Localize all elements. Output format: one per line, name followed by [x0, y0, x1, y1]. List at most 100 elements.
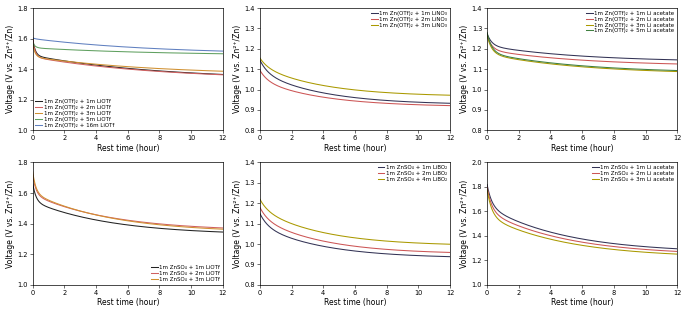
- 1m Zn(OTf)₂ + 3m LiOTf: [131, 65, 139, 69]
- 1m ZnSO₄ + 2m LiBO₂: [441, 250, 449, 254]
- 1m ZnSO₄ + 1m LiBO₂: [369, 251, 377, 255]
- 1m ZnSO₄ + 2m LiBO₂: [369, 246, 377, 250]
- 1m Zn(OTf)₂ + 2m LiNO₃: [369, 100, 377, 104]
- 1m Zn(OTf)₂ + 3m LiNO₃: [412, 92, 420, 96]
- 1m ZnSO₄ + 1m Li acetate: [668, 247, 677, 250]
- 1m Zn(OTf)₂ + 1m Li acetate: [573, 54, 581, 58]
- X-axis label: Rest time (hour): Rest time (hour): [324, 144, 386, 153]
- 1m Zn(OTf)₂ + 1m LiOTf: [218, 73, 227, 76]
- 1m ZnSO₄ + 1m LiBO₂: [359, 250, 367, 254]
- Y-axis label: Voltage (V vs. Zn²⁺/Zn): Voltage (V vs. Zn²⁺/Zn): [233, 180, 242, 268]
- 1m ZnSO₄ + 1m LiOTf: [214, 230, 223, 234]
- 1m Zn(OTf)₂ + 3m Li acetate: [574, 65, 583, 69]
- 1m Zn(OTf)₂ + 3m LiNO₃: [446, 93, 454, 97]
- Legend: 1m Zn(OTf)₂ + 1m LiNO₃, 1m Zn(OTf)₂ + 2m LiNO₃, 1m Zn(OTf)₂ + 3m LiNO₃: 1m Zn(OTf)₂ + 1m LiNO₃, 1m Zn(OTf)₂ + 2m…: [370, 10, 449, 28]
- 1m ZnSO₄ + 3m Li acetate: [574, 243, 583, 247]
- 1m Zn(OTf)₂ + 2m LiOTf: [120, 67, 128, 71]
- Legend: 1m ZnSO₄ + 1m LiBO₂, 1m ZnSO₄ + 2m LiBO₂, 1m ZnSO₄ + 4m LiBO₂: 1m ZnSO₄ + 1m LiBO₂, 1m ZnSO₄ + 2m LiBO₂…: [376, 164, 449, 183]
- 1m Zn(OTf)₂ + 2m LiOTf: [218, 73, 227, 77]
- 1m Zn(OTf)₂ + 5m LiOTf: [214, 52, 223, 56]
- 1m ZnSO₄ + 2m LiOTf: [214, 226, 223, 230]
- 1m Zn(OTf)₂ + 3m Li acetate: [639, 69, 647, 72]
- 1m ZnSO₄ + 3m LiOTf: [131, 220, 139, 224]
- 1m Zn(OTf)₂ + 1m LiOTf: [184, 71, 192, 74]
- 1m ZnSO₄ + 3m Li acetate: [673, 252, 682, 256]
- 1m Zn(OTf)₂ + 3m LiNO₃: [359, 89, 367, 93]
- 1m Zn(OTf)₂ + 3m Li acetate: [673, 70, 682, 74]
- 1m ZnSO₄ + 2m Li acetate: [483, 185, 491, 189]
- 1m ZnSO₄ + 4m LiBO₂: [346, 235, 354, 239]
- 1m Zn(OTf)₂ + 16m LiOTf: [214, 49, 223, 53]
- Line: 1m ZnSO₄ + 3m Li acetate: 1m ZnSO₄ + 3m Li acetate: [487, 189, 677, 254]
- Line: 1m ZnSO₄ + 4m LiBO₂: 1m ZnSO₄ + 4m LiBO₂: [260, 199, 450, 244]
- 1m Zn(OTf)₂ + 2m LiOTf: [29, 37, 37, 40]
- 1m ZnSO₄ + 1m LiOTf: [119, 223, 127, 226]
- 1m Zn(OTf)₂ + 16m LiOTf: [29, 36, 37, 40]
- 1m Zn(OTf)₂ + 3m Li acetate: [668, 69, 677, 73]
- Line: 1m Zn(OTf)₂ + 2m LiOTf: 1m Zn(OTf)₂ + 2m LiOTf: [33, 38, 223, 75]
- 1m ZnSO₄ + 2m Li acetate: [668, 249, 677, 253]
- 1m Zn(OTf)₂ + 3m LiNO₃: [347, 88, 355, 91]
- Legend: 1m Zn(OTf)₂ + 1m LiOTf, 1m Zn(OTf)₂ + 2m LiOTf, 1m Zn(OTf)₂ + 3m LiOTf, 1m Zn(OT: 1m Zn(OTf)₂ + 1m LiOTf, 1m Zn(OTf)₂ + 2m…: [34, 98, 115, 129]
- 1m Zn(OTf)₂ + 1m Li acetate: [639, 57, 647, 61]
- 1m Zn(OTf)₂ + 2m LiOTf: [142, 69, 150, 72]
- 1m Zn(OTf)₂ + 1m LiNO₃: [369, 98, 377, 101]
- 1m Zn(OTf)₂ + 2m LiOTf: [184, 71, 192, 75]
- 1m ZnSO₄ + 3m LiOTf: [218, 227, 227, 231]
- 1m ZnSO₄ + 1m LiOTf: [142, 225, 150, 229]
- 1m Zn(OTf)₂ + 5m Li acetate: [586, 64, 594, 68]
- 1m ZnSO₄ + 3m Li acetate: [483, 187, 491, 191]
- 1m ZnSO₄ + 1m LiBO₂: [412, 254, 420, 257]
- 1m Zn(OTf)₂ + 5m LiOTf: [120, 50, 128, 54]
- 1m ZnSO₄ + 4m LiBO₂: [347, 235, 355, 239]
- 1m Zn(OTf)₂ + 2m Li acetate: [673, 62, 682, 66]
- 1m Zn(OTf)₂ + 1m LiNO₃: [412, 100, 420, 104]
- 1m Zn(OTf)₂ + 1m LiNO₃: [441, 101, 449, 105]
- 1m Zn(OTf)₂ + 5m Li acetate: [596, 65, 605, 69]
- 1m ZnSO₄ + 1m Li acetate: [573, 236, 581, 240]
- Y-axis label: Voltage (V vs. Zn²⁺/Zn): Voltage (V vs. Zn²⁺/Zn): [460, 180, 469, 268]
- 1m ZnSO₄ + 3m Li acetate: [639, 250, 647, 254]
- 1m ZnSO₄ + 3m LiOTf: [142, 221, 150, 225]
- 1m Zn(OTf)₂ + 16m LiOTf: [142, 46, 150, 50]
- 1m ZnSO₄ + 2m LiOTf: [29, 173, 37, 177]
- Line: 1m ZnSO₄ + 1m LiBO₂: 1m ZnSO₄ + 1m LiBO₂: [260, 213, 450, 257]
- X-axis label: Rest time (hour): Rest time (hour): [97, 298, 159, 307]
- 1m Zn(OTf)₂ + 1m LiOTf: [119, 66, 127, 70]
- 1m ZnSO₄ + 3m LiOTf: [184, 225, 192, 229]
- 1m Zn(OTf)₂ + 1m LiOTf: [120, 66, 128, 70]
- 1m Zn(OTf)₂ + 1m LiNO₃: [256, 58, 264, 62]
- X-axis label: Rest time (hour): Rest time (hour): [551, 144, 613, 153]
- 1m Zn(OTf)₂ + 1m LiNO₃: [446, 101, 454, 105]
- 1m Zn(OTf)₂ + 3m LiNO₃: [256, 56, 264, 60]
- Legend: 1m ZnSO₄ + 1m LiOTf, 1m ZnSO₄ + 2m LiOTf, 1m ZnSO₄ + 3m LiOTf: 1m ZnSO₄ + 1m LiOTf, 1m ZnSO₄ + 2m LiOTf…: [150, 264, 221, 283]
- 1m Zn(OTf)₂ + 2m Li acetate: [483, 34, 491, 38]
- 1m ZnSO₄ + 1m Li acetate: [574, 236, 583, 240]
- 1m ZnSO₄ + 2m LiBO₂: [256, 205, 264, 209]
- 1m Zn(OTf)₂ + 1m Li acetate: [483, 32, 491, 35]
- 1m Zn(OTf)₂ + 5m LiOTf: [131, 50, 139, 54]
- 1m ZnSO₄ + 4m LiBO₂: [359, 237, 367, 241]
- 1m ZnSO₄ + 3m LiOTf: [29, 170, 37, 173]
- Line: 1m ZnSO₄ + 2m LiOTf: 1m ZnSO₄ + 2m LiOTf: [33, 175, 223, 228]
- 1m ZnSO₄ + 2m LiOTf: [218, 226, 227, 230]
- 1m Zn(OTf)₂ + 1m Li acetate: [586, 55, 594, 59]
- 1m ZnSO₄ + 3m Li acetate: [573, 243, 581, 246]
- 1m Zn(OTf)₂ + 3m Li acetate: [596, 66, 605, 70]
- 1m Zn(OTf)₂ + 5m LiOTf: [218, 52, 227, 56]
- 1m Zn(OTf)₂ + 2m LiNO₃: [412, 103, 420, 106]
- 1m Zn(OTf)₂ + 2m LiNO₃: [256, 68, 264, 72]
- 1m ZnSO₄ + 1m LiBO₂: [256, 212, 264, 215]
- 1m ZnSO₄ + 2m LiOTf: [120, 218, 128, 222]
- Line: 1m Zn(OTf)₂ + 2m Li acetate: 1m Zn(OTf)₂ + 2m Li acetate: [487, 36, 677, 64]
- 1m ZnSO₄ + 3m Li acetate: [586, 245, 594, 249]
- 1m Zn(OTf)₂ + 1m LiOTf: [131, 67, 139, 71]
- Line: 1m Zn(OTf)₂ + 5m LiOTf: 1m Zn(OTf)₂ + 5m LiOTf: [33, 43, 223, 54]
- 1m ZnSO₄ + 4m LiBO₂: [441, 242, 449, 246]
- 1m Zn(OTf)₂ + 2m Li acetate: [586, 59, 594, 63]
- Y-axis label: Voltage (V vs. Zn²⁺/Zn): Voltage (V vs. Zn²⁺/Zn): [5, 180, 14, 268]
- 1m Zn(OTf)₂ + 3m Li acetate: [586, 65, 594, 69]
- 1m Zn(OTf)₂ + 3m LiOTf: [142, 66, 150, 70]
- 1m ZnSO₄ + 2m LiBO₂: [359, 245, 367, 249]
- Y-axis label: Voltage (V vs. Zn²⁺/Zn): Voltage (V vs. Zn²⁺/Zn): [233, 25, 242, 113]
